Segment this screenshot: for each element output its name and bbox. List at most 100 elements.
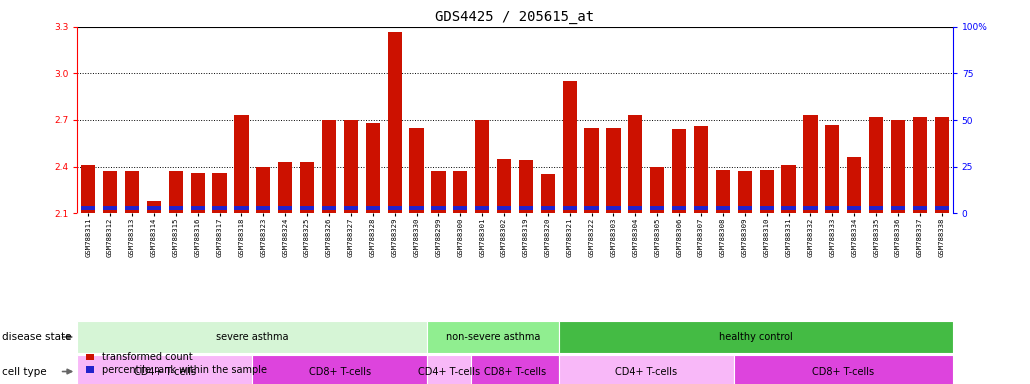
Bar <box>737 206 752 210</box>
Bar <box>387 31 402 213</box>
Bar <box>256 167 271 213</box>
Bar <box>103 206 117 210</box>
Bar <box>432 206 446 210</box>
Bar <box>81 165 96 213</box>
Bar <box>77 355 252 384</box>
Bar <box>628 115 643 213</box>
Bar <box>169 171 183 213</box>
Bar <box>81 206 96 210</box>
Bar <box>628 206 643 210</box>
Bar <box>387 206 402 210</box>
Bar <box>252 355 427 384</box>
Bar <box>344 206 358 210</box>
Bar <box>694 206 709 210</box>
Text: CD4+ T-cells: CD4+ T-cells <box>134 366 196 377</box>
Bar <box>716 170 730 213</box>
Bar <box>278 206 293 210</box>
Text: CD4+ T-cells: CD4+ T-cells <box>418 366 480 377</box>
Bar <box>694 126 709 213</box>
Bar <box>409 128 423 213</box>
Bar <box>934 206 949 210</box>
Bar <box>825 125 839 213</box>
Bar <box>125 206 139 210</box>
Bar <box>913 206 927 210</box>
Bar <box>519 161 534 213</box>
Bar <box>672 129 686 213</box>
Bar <box>453 171 468 213</box>
Bar <box>562 81 577 213</box>
Bar <box>672 206 686 210</box>
Bar <box>496 206 511 210</box>
Bar <box>344 120 358 213</box>
Bar <box>650 206 664 210</box>
Bar <box>496 159 511 213</box>
Bar <box>321 206 336 210</box>
Bar <box>759 170 774 213</box>
Bar <box>321 120 336 213</box>
Bar <box>562 206 577 210</box>
Bar <box>869 117 884 213</box>
Title: GDS4425 / 205615_at: GDS4425 / 205615_at <box>436 10 594 25</box>
Bar <box>541 174 555 213</box>
Bar <box>427 355 472 384</box>
Bar <box>584 206 598 210</box>
Bar <box>607 128 621 213</box>
Bar <box>541 206 555 210</box>
Bar <box>934 117 949 213</box>
Bar <box>734 355 953 384</box>
Bar <box>212 173 227 213</box>
Bar <box>825 206 839 210</box>
Bar <box>125 171 139 213</box>
Bar <box>782 206 796 210</box>
Bar <box>300 206 314 210</box>
Bar <box>913 117 927 213</box>
Bar <box>212 206 227 210</box>
Bar <box>427 321 559 353</box>
Text: CD8+ T-cells: CD8+ T-cells <box>813 366 874 377</box>
Bar <box>559 321 953 353</box>
Text: severe asthma: severe asthma <box>216 332 288 342</box>
Bar <box>77 321 427 353</box>
Bar <box>300 162 314 213</box>
Bar <box>234 115 248 213</box>
Bar <box>782 165 796 213</box>
Text: CD8+ T-cells: CD8+ T-cells <box>309 366 371 377</box>
Bar <box>472 355 559 384</box>
Bar <box>803 206 818 210</box>
Text: cell type: cell type <box>2 366 46 377</box>
Bar <box>891 120 905 213</box>
Bar <box>475 206 489 210</box>
Bar <box>607 206 621 210</box>
Bar <box>146 206 161 210</box>
Bar <box>146 201 161 213</box>
Text: CD8+ T-cells: CD8+ T-cells <box>484 366 546 377</box>
Bar <box>847 206 861 210</box>
Bar <box>409 206 423 210</box>
Bar <box>256 206 271 210</box>
Bar <box>191 173 205 213</box>
Legend: transformed count, percentile rank within the sample: transformed count, percentile rank withi… <box>82 348 271 379</box>
Bar <box>519 206 534 210</box>
Bar <box>103 171 117 213</box>
Bar <box>191 206 205 210</box>
Bar <box>891 206 905 210</box>
Bar <box>584 128 598 213</box>
Bar <box>366 123 380 213</box>
Bar <box>169 206 183 210</box>
Bar <box>759 206 774 210</box>
Bar <box>737 171 752 213</box>
Bar <box>650 167 664 213</box>
Bar <box>278 162 293 213</box>
Text: disease state: disease state <box>2 332 71 342</box>
Text: healthy control: healthy control <box>719 332 793 342</box>
Bar <box>803 115 818 213</box>
Bar <box>559 355 734 384</box>
Bar <box>366 206 380 210</box>
Text: non-severe asthma: non-severe asthma <box>446 332 541 342</box>
Bar <box>475 120 489 213</box>
Text: CD4+ T-cells: CD4+ T-cells <box>615 366 678 377</box>
Bar <box>847 157 861 213</box>
Bar <box>432 171 446 213</box>
Bar <box>869 206 884 210</box>
Bar <box>234 206 248 210</box>
